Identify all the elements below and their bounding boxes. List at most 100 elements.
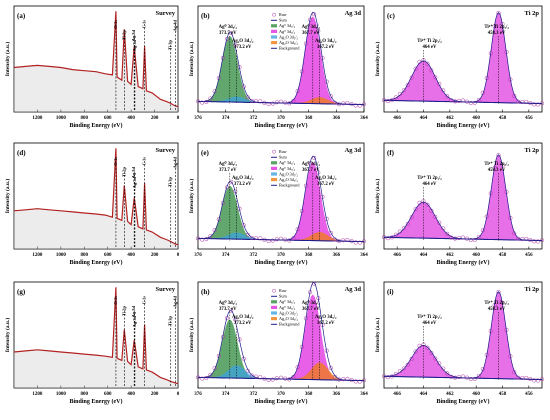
panel-title: Ag 3d: [345, 147, 362, 154]
raw-point: [357, 240, 362, 245]
panel-label: (b): [201, 12, 210, 20]
legend-entry: Ag₂O 3d₃/₂: [279, 177, 298, 182]
peak-label: C 1s: [142, 157, 147, 166]
raw-point: [389, 235, 394, 240]
x-axis-label: Binding Energy (eV): [254, 259, 307, 266]
peak-annotation-value: 373.2 eV: [234, 182, 252, 187]
raw-point: [291, 374, 296, 379]
peak-annotation: Ag₂O 3d₃/₂: [232, 315, 254, 320]
legend-swatch: [271, 317, 278, 321]
x-axis-label: Binding Energy (eV): [436, 259, 489, 266]
peak-label: Ag 4d: [173, 296, 178, 308]
raw-point: [274, 237, 279, 242]
raw-point: [468, 100, 473, 106]
raw-point: [241, 223, 246, 228]
x-tick-label: 1200: [32, 392, 43, 397]
survey-fill: [14, 148, 178, 249]
panel-label: (c): [387, 12, 395, 20]
peak-annotation-value: 367.7 eV: [302, 168, 320, 173]
x-tick-label: 464: [420, 392, 428, 397]
raw-point: [445, 231, 450, 236]
legend-swatch: [271, 41, 278, 45]
peak-annotation-value: 367.7 eV: [302, 307, 320, 312]
component-peak: [198, 185, 364, 242]
raw-point: [341, 238, 346, 243]
peak-label: C 1s: [142, 20, 147, 29]
legend-entry: Ag₂O 3d₃/₂: [279, 40, 298, 45]
y-axis-label: Intensity (a.u.): [374, 318, 381, 353]
raw-point: [405, 221, 410, 226]
x-tick-label: 800: [81, 253, 89, 258]
peak-annotation-value: 458.3 eV: [488, 168, 506, 173]
peak-annotation: Ag₂O 3d₅/₂: [315, 315, 337, 320]
raw-point: [453, 375, 458, 380]
raw-point: [249, 235, 254, 240]
legend-swatch: [271, 161, 278, 165]
peak-label: Ag 3d: [131, 306, 136, 318]
raw-point: [425, 202, 430, 207]
raw-point: [449, 374, 454, 379]
legend-swatch: [271, 29, 278, 33]
raw-point: [266, 101, 271, 107]
raw-point: [200, 376, 205, 381]
legend-swatch: [271, 172, 278, 176]
panel-title: Survey: [156, 286, 176, 293]
legend-entry: Sum: [279, 155, 287, 160]
x-tick-label: 0: [177, 253, 180, 258]
raw-point: [535, 378, 541, 383]
x-axis-label: Binding Energy (eV): [69, 398, 122, 405]
plot-frame: [13, 281, 179, 389]
peak-label: O 1s: [113, 20, 118, 29]
panel-label: (f): [387, 149, 395, 157]
raw-point: [476, 97, 481, 102]
raw-point: [258, 236, 263, 241]
raw-point: [535, 102, 541, 107]
raw-point: [393, 95, 398, 100]
peak-annotation-value: 373.2 eV: [234, 321, 252, 326]
peak-label: O 1s: [113, 157, 118, 166]
plot-frame: [383, 5, 543, 113]
raw-point: [468, 237, 473, 243]
panel-title: Ti 2p: [524, 147, 539, 154]
x-tick-label: 600: [104, 116, 112, 121]
x-tick-label: 364: [360, 253, 368, 258]
peak-label: Ti 3p: [168, 40, 173, 51]
raw-point: [389, 98, 394, 103]
sum-line: [384, 291, 542, 380]
panel-title: Ag 3d: [345, 286, 362, 293]
raw-point: [524, 375, 529, 380]
x-tick-label: 0: [177, 392, 180, 397]
raw-point: [353, 379, 358, 384]
raw-point: [401, 226, 406, 231]
x-tick-label: 466: [393, 253, 401, 258]
legend-swatch: [271, 300, 278, 304]
x-axis-label: Binding Energy (eV): [436, 122, 489, 129]
y-axis-label: Intensity (a.u.): [4, 318, 11, 353]
y-axis-label: Intensity (a.u.): [188, 179, 195, 214]
raw-point: [258, 99, 263, 104]
raw-point: [476, 373, 481, 379]
raw-point: [460, 235, 466, 240]
component-peak: [198, 319, 364, 381]
x-tick-label: 1000: [56, 253, 67, 258]
panel-title: Ti 2p: [524, 286, 539, 293]
x-tick-label: 376: [194, 392, 202, 397]
raw-point: [496, 10, 501, 15]
panel-title: Survey: [156, 10, 176, 17]
sum-line: [198, 282, 364, 381]
y-axis-label: Intensity (a.u.): [374, 179, 381, 214]
legend-swatch: [271, 178, 278, 182]
peak-annotation: Ag⁰ 3d₅/₂: [219, 24, 238, 30]
plot-frame: [13, 142, 179, 250]
peak-label: Ag 4d: [173, 157, 178, 169]
sum-line: [198, 11, 364, 105]
peak-annotation-value: 373.7 eV: [219, 31, 237, 36]
raw-point: [460, 98, 466, 103]
legend-swatch: [271, 166, 278, 170]
legend-swatch: [271, 311, 278, 315]
raw-point: [433, 214, 438, 219]
raw-point: [413, 66, 418, 71]
raw-point: [389, 374, 394, 379]
raw-point: [295, 89, 300, 94]
x-tick-label: 372: [250, 253, 258, 258]
